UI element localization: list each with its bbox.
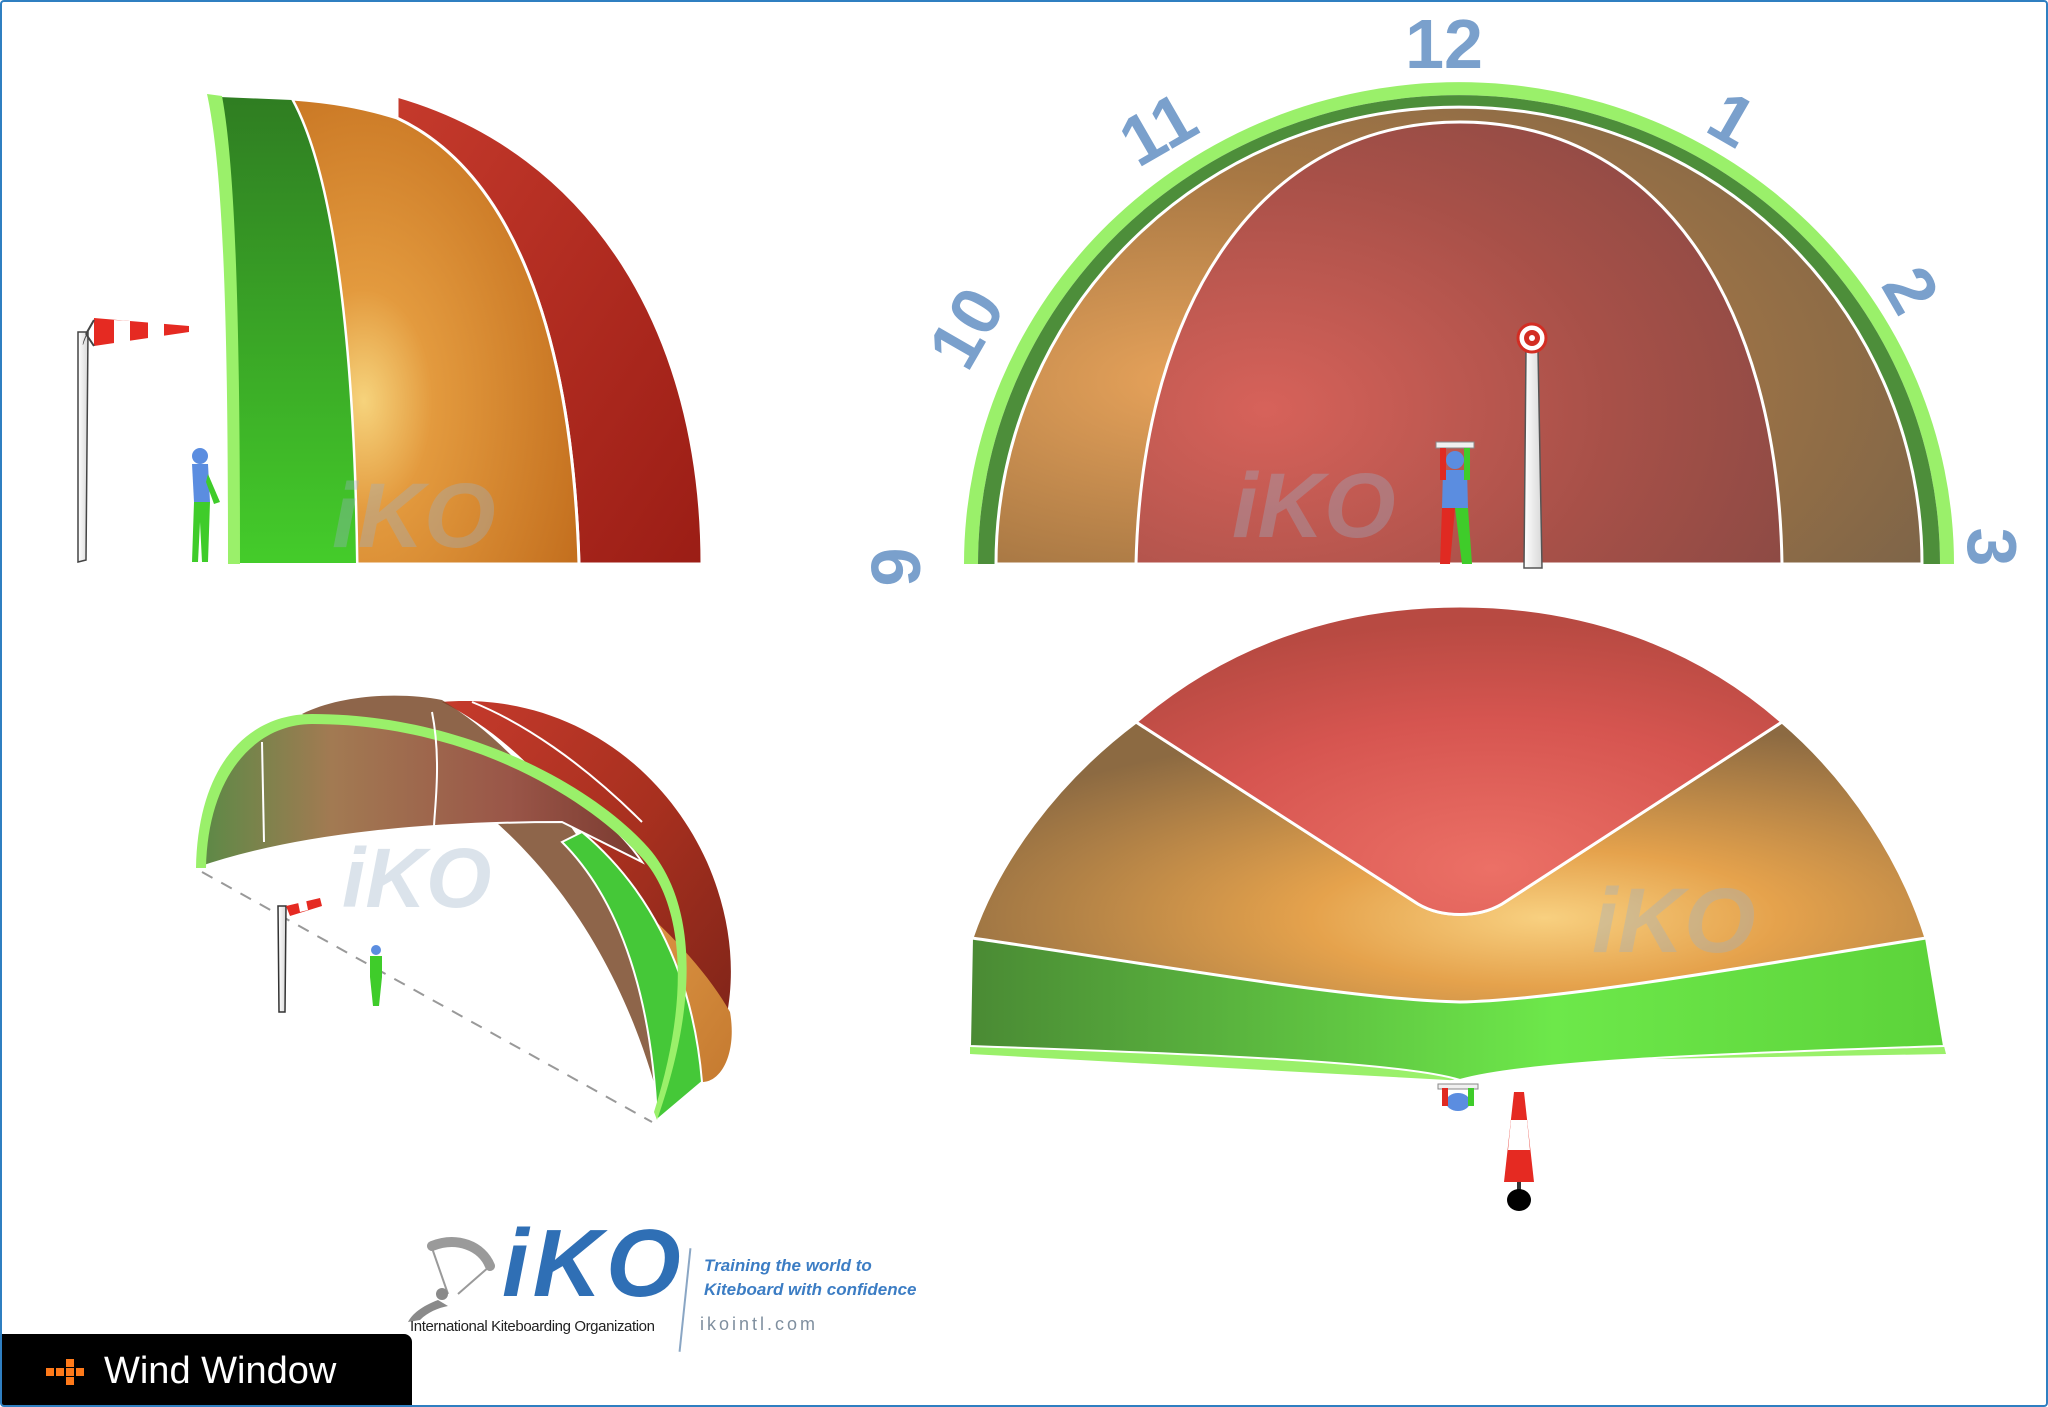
tagline-line-2: Kiteboard with confidence [704, 1280, 917, 1299]
isometric-view-panel: iKO [196, 695, 732, 1123]
windsock-icon [77, 318, 189, 563]
orange-cross-icon [46, 1358, 86, 1385]
top-watermark: iKO [1592, 870, 1756, 972]
target-pole-icon [1516, 322, 1548, 569]
front-view-panel: iKO 9 10 11 12 1 2 3 [857, 5, 2031, 586]
front-power-zone [1134, 120, 1784, 566]
kiter-front-icon [1435, 441, 1475, 564]
windsock-iso-icon [277, 898, 322, 1013]
organization-name: International Kiteboarding Organization [410, 1318, 655, 1335]
tagline-line-1: Training the world to [704, 1256, 872, 1275]
website-url: ikointl.com [700, 1314, 819, 1334]
kiter-side-icon [192, 448, 220, 562]
front-watermark: iKO [1232, 455, 1396, 557]
top-view-panel: iKO [968, 604, 1946, 1211]
side-watermark: iKO [332, 465, 496, 567]
clock-number-10: 10 [913, 275, 1019, 381]
clock-number-3: 3 [1953, 528, 2031, 567]
top-intermediate-zone [969, 720, 1928, 1004]
kiter-top-icon [1437, 1083, 1479, 1111]
kiter-iso-icon [370, 945, 382, 1006]
clock-number-12: 12 [1405, 5, 1483, 83]
caption-title: Wind Window [104, 1350, 337, 1392]
iso-outer-red [442, 701, 731, 1082]
kiter-logo-icon [408, 1237, 495, 1322]
iko-wordmark: iKO [502, 1210, 685, 1317]
clock-number-9: 9 [857, 548, 935, 587]
side-view-panel: iKO [77, 94, 704, 567]
iko-logo: iKO International Kiteboarding Organizat… [402, 1216, 942, 1352]
side-rim [207, 94, 240, 564]
top-power-zone [1133, 604, 1785, 916]
cone-icon [1504, 1092, 1534, 1211]
caption-bar: Wind Window [2, 1334, 412, 1405]
iso-watermark: iKO [342, 831, 491, 925]
ground-line [201, 871, 653, 1123]
